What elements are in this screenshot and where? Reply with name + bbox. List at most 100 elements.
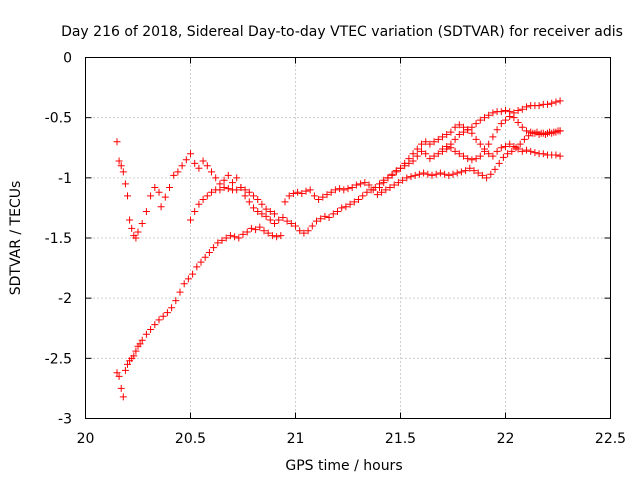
data-point <box>174 168 182 176</box>
data-point <box>193 263 201 271</box>
data-point <box>134 228 142 236</box>
data-point <box>487 170 495 178</box>
data-point <box>403 174 411 182</box>
data-point <box>155 316 163 324</box>
data-point <box>405 159 413 167</box>
data-point <box>422 150 430 158</box>
data-point <box>432 170 440 178</box>
data-point <box>357 180 365 188</box>
data-point <box>208 168 215 176</box>
data-point <box>142 208 150 216</box>
data-point <box>342 203 350 211</box>
data-point <box>451 135 459 143</box>
data-point <box>476 140 484 148</box>
data-point <box>525 132 533 140</box>
data-point <box>212 174 220 182</box>
data-point <box>258 200 266 208</box>
data-point <box>552 151 560 159</box>
data-point <box>434 135 442 143</box>
data-point <box>504 150 512 158</box>
data-point <box>506 112 514 120</box>
data-point <box>413 145 421 153</box>
data-point <box>508 147 516 155</box>
series-track-B <box>113 127 564 401</box>
data-point <box>476 116 484 124</box>
data-point <box>300 229 308 237</box>
data-point <box>495 159 503 167</box>
data-point <box>250 192 257 200</box>
data-point <box>455 121 463 129</box>
data-point <box>231 233 239 241</box>
data-point <box>365 181 373 189</box>
data-point <box>229 179 236 187</box>
data-point <box>334 208 341 216</box>
data-point <box>331 186 339 194</box>
data-point <box>481 114 488 122</box>
data-point <box>151 183 159 191</box>
data-point <box>451 147 459 155</box>
x-tick-label: 22 <box>497 431 515 447</box>
data-point <box>296 227 304 235</box>
chart-title: Day 216 of 2018, Sidereal Day-to-day VTE… <box>61 24 623 40</box>
data-point <box>208 188 215 196</box>
data-point <box>237 183 245 191</box>
data-point <box>361 179 369 187</box>
data-point <box>430 138 438 146</box>
data-point <box>523 146 530 154</box>
data-point <box>428 171 436 179</box>
data-point <box>380 179 388 187</box>
data-point <box>531 129 539 137</box>
series-track-D <box>439 112 564 164</box>
data-point <box>163 309 171 317</box>
data-point <box>147 192 155 200</box>
data-point <box>407 173 415 181</box>
data-point <box>434 150 442 158</box>
data-point <box>189 270 197 278</box>
data-point <box>266 216 274 224</box>
data-point <box>113 369 121 377</box>
data-point <box>220 183 228 191</box>
data-point <box>184 275 192 283</box>
data-point <box>470 167 478 175</box>
data-point <box>124 360 131 368</box>
y-tick-label: -0.5 <box>45 111 72 127</box>
data-point <box>485 150 493 158</box>
data-point <box>468 129 476 137</box>
data-point <box>392 167 400 175</box>
data-point <box>382 186 390 194</box>
data-point <box>346 200 354 208</box>
data-point <box>279 214 287 222</box>
data-point <box>514 118 522 126</box>
data-point <box>199 157 207 165</box>
data-point <box>115 157 123 165</box>
x-tick-label: 21 <box>287 431 305 447</box>
data-point <box>478 171 486 179</box>
data-point <box>260 227 268 235</box>
data-point <box>166 183 173 191</box>
data-point <box>413 152 421 160</box>
data-point <box>468 123 476 131</box>
data-point <box>327 188 335 196</box>
data-point <box>220 176 228 184</box>
data-point <box>285 192 293 200</box>
data-point <box>430 152 438 160</box>
data-point <box>426 155 434 163</box>
data-point <box>443 143 451 151</box>
data-point <box>245 198 253 206</box>
data-point <box>518 123 526 131</box>
data-point <box>436 169 444 177</box>
data-point <box>319 193 327 201</box>
data-point <box>472 155 480 163</box>
data-point <box>157 203 165 211</box>
data-point <box>376 183 383 191</box>
data-point <box>445 171 453 179</box>
data-point <box>499 153 507 161</box>
series-track-A <box>113 121 564 242</box>
data-point <box>535 102 543 110</box>
data-point <box>308 222 316 230</box>
data-point <box>315 195 323 203</box>
data-point <box>369 186 377 194</box>
data-point <box>420 169 428 177</box>
data-point <box>203 162 211 170</box>
data-point <box>512 144 520 152</box>
